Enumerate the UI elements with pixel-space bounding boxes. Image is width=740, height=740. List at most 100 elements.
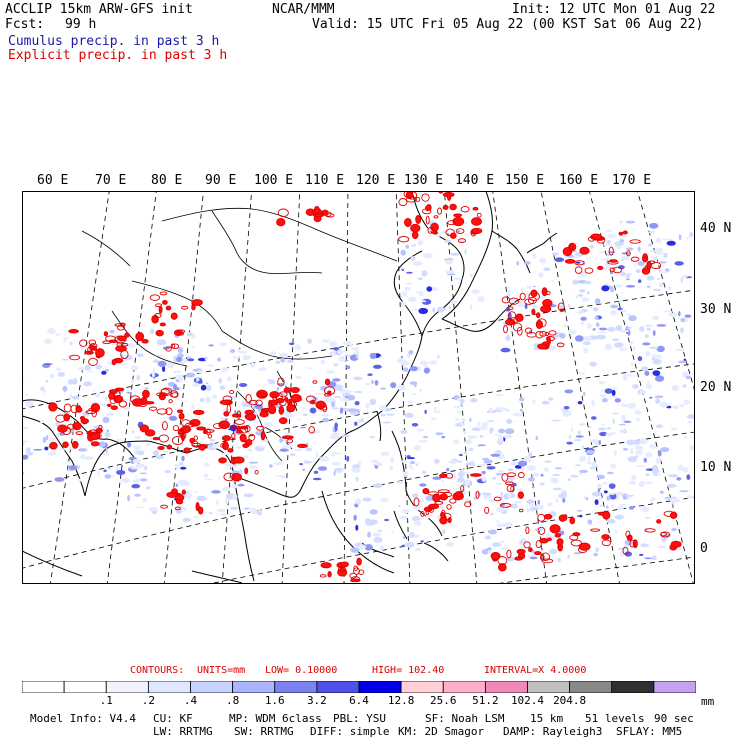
explicit-precip-cell — [181, 489, 186, 495]
cumulus-precip-cell — [404, 412, 414, 418]
cumulus-precip-cell — [561, 489, 565, 494]
cumulus-precip-cell — [655, 375, 665, 382]
cumulus-precip-cell — [411, 516, 420, 522]
cumulus-precip-cell — [371, 380, 374, 384]
contours-low: LOW= 0.10000 — [265, 665, 338, 676]
explicit-precip-cell — [510, 485, 515, 493]
cumulus-precip-cell — [572, 279, 579, 285]
cumulus-precip-cell — [529, 502, 535, 508]
explicit-precip-cell — [426, 204, 432, 211]
cumulus-precip-cell — [242, 402, 251, 408]
explicit-precip-cell — [340, 561, 349, 568]
explicit-precip-cell — [670, 540, 682, 548]
cumulus-precip-cell — [606, 519, 616, 524]
cumulus-precip-cell — [222, 487, 231, 492]
cumulus-precip-cell — [681, 467, 689, 473]
cumulus-precip-cell — [606, 471, 614, 475]
cumulus-precip-cell — [614, 342, 624, 348]
cumulus-precip-cell — [481, 470, 486, 475]
explicit-precip-cell — [528, 547, 533, 552]
explicit-precip-cell — [590, 528, 601, 532]
cumulus-precip-cell — [652, 465, 658, 470]
explicit-precip-cell — [446, 191, 452, 201]
explicit-precip-cell — [472, 207, 479, 211]
cumulus-precip-cell — [641, 366, 649, 372]
cumulus-precip-cell — [200, 384, 207, 391]
cumulus-precip-cell — [294, 344, 302, 351]
cumulus-precip-cell — [629, 341, 634, 345]
cumulus-precip-cell — [229, 424, 238, 432]
cumulus-precip-cell — [575, 261, 581, 264]
explicit-precip-cell — [318, 406, 328, 411]
cumulus-precip-cell — [619, 271, 626, 277]
cumulus-precip-cell — [562, 324, 570, 327]
cumulus-precip-cell — [47, 328, 56, 335]
cumulus-precip-cell — [369, 436, 376, 439]
cumulus-precip-cell — [355, 476, 359, 482]
cumulus-precip-cell — [603, 490, 608, 494]
cumulus-precip-cell — [662, 238, 673, 241]
cumulus-precip-cell — [477, 296, 485, 302]
cumulus-precip-cell — [191, 403, 195, 410]
cumulus-precip-cell — [570, 474, 579, 478]
cumulus-precip-cell — [465, 462, 474, 466]
cumulus-precip-cell — [331, 452, 336, 457]
cumulus-precip-cell — [568, 329, 577, 335]
cumulus-precip-cell — [39, 419, 44, 424]
cumulus-precip-cell — [420, 540, 424, 543]
explicit-precip-cell — [189, 437, 196, 444]
cumulus-precip-cell — [33, 448, 43, 451]
cumulus-precip-cell — [644, 370, 650, 376]
longitude-label: 110 E — [305, 173, 345, 188]
cumulus-precip-cell — [496, 406, 507, 411]
cumulus-precip-cell — [626, 247, 634, 251]
cumulus-precip-cell — [422, 253, 433, 259]
cumulus-precip-cell — [42, 388, 46, 393]
cumulus-precip-cell — [504, 428, 515, 435]
cumulus-precip-cell — [422, 470, 426, 475]
cumulus-precip-cell — [605, 265, 612, 270]
forecast-hour-value: 99 h — [65, 17, 97, 32]
explicit-precip-cell — [543, 513, 553, 520]
explicit-precip-cell — [641, 267, 651, 275]
cumulus-precip-cell — [119, 363, 127, 366]
cumulus-precip-cell — [133, 445, 142, 450]
cumulus-precip-cell — [145, 443, 151, 446]
cumulus-precip-cell — [355, 498, 362, 505]
explicit-precip-cell — [562, 514, 568, 521]
explicit-precip-cell — [508, 297, 520, 305]
cumulus-precip-cell — [194, 491, 198, 493]
cumulus-precip-cell — [484, 535, 492, 540]
explicit-precip-cell — [154, 313, 162, 318]
cumulus-precip-cell — [591, 399, 595, 407]
cumulus-precip-cell — [134, 506, 145, 509]
explicit-precip-cell — [455, 490, 463, 498]
colorbar-segment — [400, 681, 444, 693]
cumulus-precip-cell — [678, 234, 682, 241]
explicit-precip-cell — [48, 402, 58, 412]
explicit-precip-cell — [95, 348, 105, 358]
cumulus-precip-cell — [483, 459, 493, 464]
cumulus-precip-cell — [45, 434, 49, 441]
legend-cumulus: Cumulus precip. in past 3 h — [8, 34, 220, 49]
explicit-precip-cell — [439, 493, 448, 501]
cumulus-precip-cell — [630, 447, 634, 455]
explicit-precip-cell — [171, 436, 184, 445]
cumulus-precip-cell — [343, 350, 348, 353]
explicit-precip-cell — [414, 196, 421, 202]
cumulus-precip-cell — [78, 478, 81, 483]
cumulus-precip-cell — [634, 263, 637, 267]
cumulus-precip-cell — [136, 374, 140, 381]
cumulus-precip-cell — [449, 252, 460, 256]
explicit-precip-cell — [415, 215, 422, 224]
cumulus-precip-cell — [175, 464, 180, 470]
cumulus-precip-cell — [488, 529, 497, 535]
explicit-precip-cell — [286, 438, 294, 444]
cumulus-precip-cell — [547, 502, 553, 507]
explicit-precip-cell — [234, 419, 245, 425]
colorbar-segment — [63, 681, 107, 693]
explicit-precip-cell — [278, 391, 288, 398]
cumulus-precip-cell — [155, 354, 163, 357]
cumulus-precip-cell — [505, 335, 511, 341]
cumulus-precip-cell — [332, 452, 342, 455]
